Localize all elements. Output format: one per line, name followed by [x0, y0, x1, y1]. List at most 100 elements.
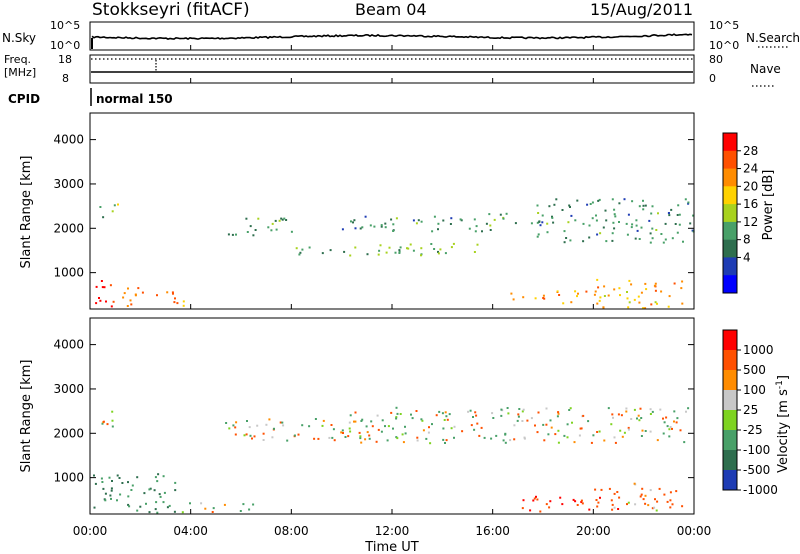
- data-cell: [378, 249, 381, 252]
- data-cell: [446, 418, 449, 421]
- data-cell: [613, 436, 616, 439]
- data-cell: [516, 419, 519, 422]
- data-cell: [504, 441, 507, 444]
- data-cell: [654, 301, 657, 304]
- data-cell: [270, 229, 273, 232]
- data-cell: [134, 293, 137, 296]
- data-cell: [156, 294, 158, 297]
- data-cell: [314, 418, 317, 420]
- data-cell: [623, 198, 626, 201]
- data-cell: [246, 420, 248, 422]
- y-tick-label: 1000: [53, 471, 84, 485]
- data-cell: [386, 439, 389, 442]
- data-cell: [453, 436, 455, 439]
- data-cell: [585, 290, 588, 293]
- data-cell: [103, 286, 106, 289]
- data-cell: [110, 487, 113, 490]
- data-cell: [676, 214, 679, 216]
- colorbar-tick-label: 20: [743, 179, 758, 193]
- data-cell: [468, 227, 471, 230]
- data-cell: [574, 500, 577, 503]
- data-cell: [286, 439, 289, 442]
- data-cell: [153, 489, 156, 492]
- data-cell: [254, 229, 257, 231]
- velocity-panel: 4000 3000 2000 1000 00:00 04:00 08:00 12:00 16:…: [19, 45, 711, 554]
- y-tick-label: 3000: [53, 177, 84, 191]
- data-cell: [444, 411, 447, 414]
- data-cell: [433, 215, 436, 218]
- data-cell: [95, 285, 98, 288]
- data-cell: [521, 410, 524, 413]
- data-cell: [499, 213, 502, 216]
- data-cell: [636, 417, 638, 420]
- data-cell: [612, 416, 614, 419]
- colorbar-segment: [723, 370, 737, 391]
- data-cell: [591, 217, 594, 220]
- data-cell: [618, 221, 620, 223]
- data-cell: [428, 426, 430, 429]
- data-cell: [321, 252, 324, 255]
- data-cell: [401, 433, 404, 436]
- data-cell: [385, 251, 388, 254]
- data-cell: [104, 492, 107, 495]
- data-cell: [450, 427, 453, 430]
- data-cell: [554, 433, 557, 436]
- data-cell: [505, 212, 508, 215]
- nsky-trace: [91, 33, 693, 49]
- data-cell: [490, 437, 493, 440]
- data-cell: [687, 201, 690, 204]
- data-cell: [313, 437, 316, 440]
- colorbar-segment: [723, 257, 737, 276]
- data-cell: [431, 423, 433, 426]
- data-cell: [685, 410, 687, 413]
- data-cell: [141, 291, 144, 294]
- data-cell: [667, 305, 670, 308]
- data-cell: [273, 427, 275, 430]
- colorbar-tick-label: -500: [743, 463, 770, 477]
- data-cell: [687, 407, 690, 410]
- data-cell: [630, 283, 633, 286]
- data-cell: [539, 224, 542, 227]
- data-cell: [549, 500, 552, 503]
- data-cell: [422, 429, 425, 432]
- data-cell: [628, 301, 631, 304]
- velocity-y-axis: 4000 3000 2000 1000: [53, 338, 694, 485]
- time-xlabel: Time UT: [364, 540, 418, 554]
- data-cell: [475, 225, 478, 228]
- data-cell: [566, 423, 569, 426]
- data-cell: [681, 505, 684, 508]
- data-cell: [639, 407, 642, 410]
- data-cell: [329, 249, 332, 252]
- data-cell: [656, 302, 658, 305]
- data-cell: [131, 484, 134, 487]
- data-cell: [235, 421, 238, 424]
- data-cell: [173, 510, 176, 513]
- data-cell: [573, 441, 576, 444]
- data-cell: [551, 215, 553, 218]
- data-cell: [123, 292, 126, 295]
- data-cell: [614, 215, 617, 218]
- data-cell: [514, 222, 517, 225]
- data-cell: [112, 300, 115, 303]
- data-cell: [412, 249, 415, 252]
- data-cell: [640, 226, 643, 229]
- data-cell: [404, 425, 406, 428]
- data-cell: [580, 501, 583, 503]
- data-cell: [251, 437, 253, 440]
- data-cell: [211, 511, 214, 513]
- data-cell: [488, 213, 491, 216]
- data-cell: [130, 303, 133, 306]
- data-cell: [603, 285, 606, 288]
- data-cell: [281, 421, 284, 424]
- data-cell: [100, 477, 103, 480]
- data-cell: [611, 413, 614, 416]
- beam-title: Beam 04: [355, 0, 427, 19]
- data-cell: [552, 221, 555, 224]
- data-cell: [139, 505, 142, 508]
- data-cell: [417, 219, 420, 222]
- data-cell: [348, 427, 351, 430]
- data-cell: [119, 493, 122, 496]
- data-cell: [588, 236, 591, 239]
- data-cell: [398, 249, 401, 252]
